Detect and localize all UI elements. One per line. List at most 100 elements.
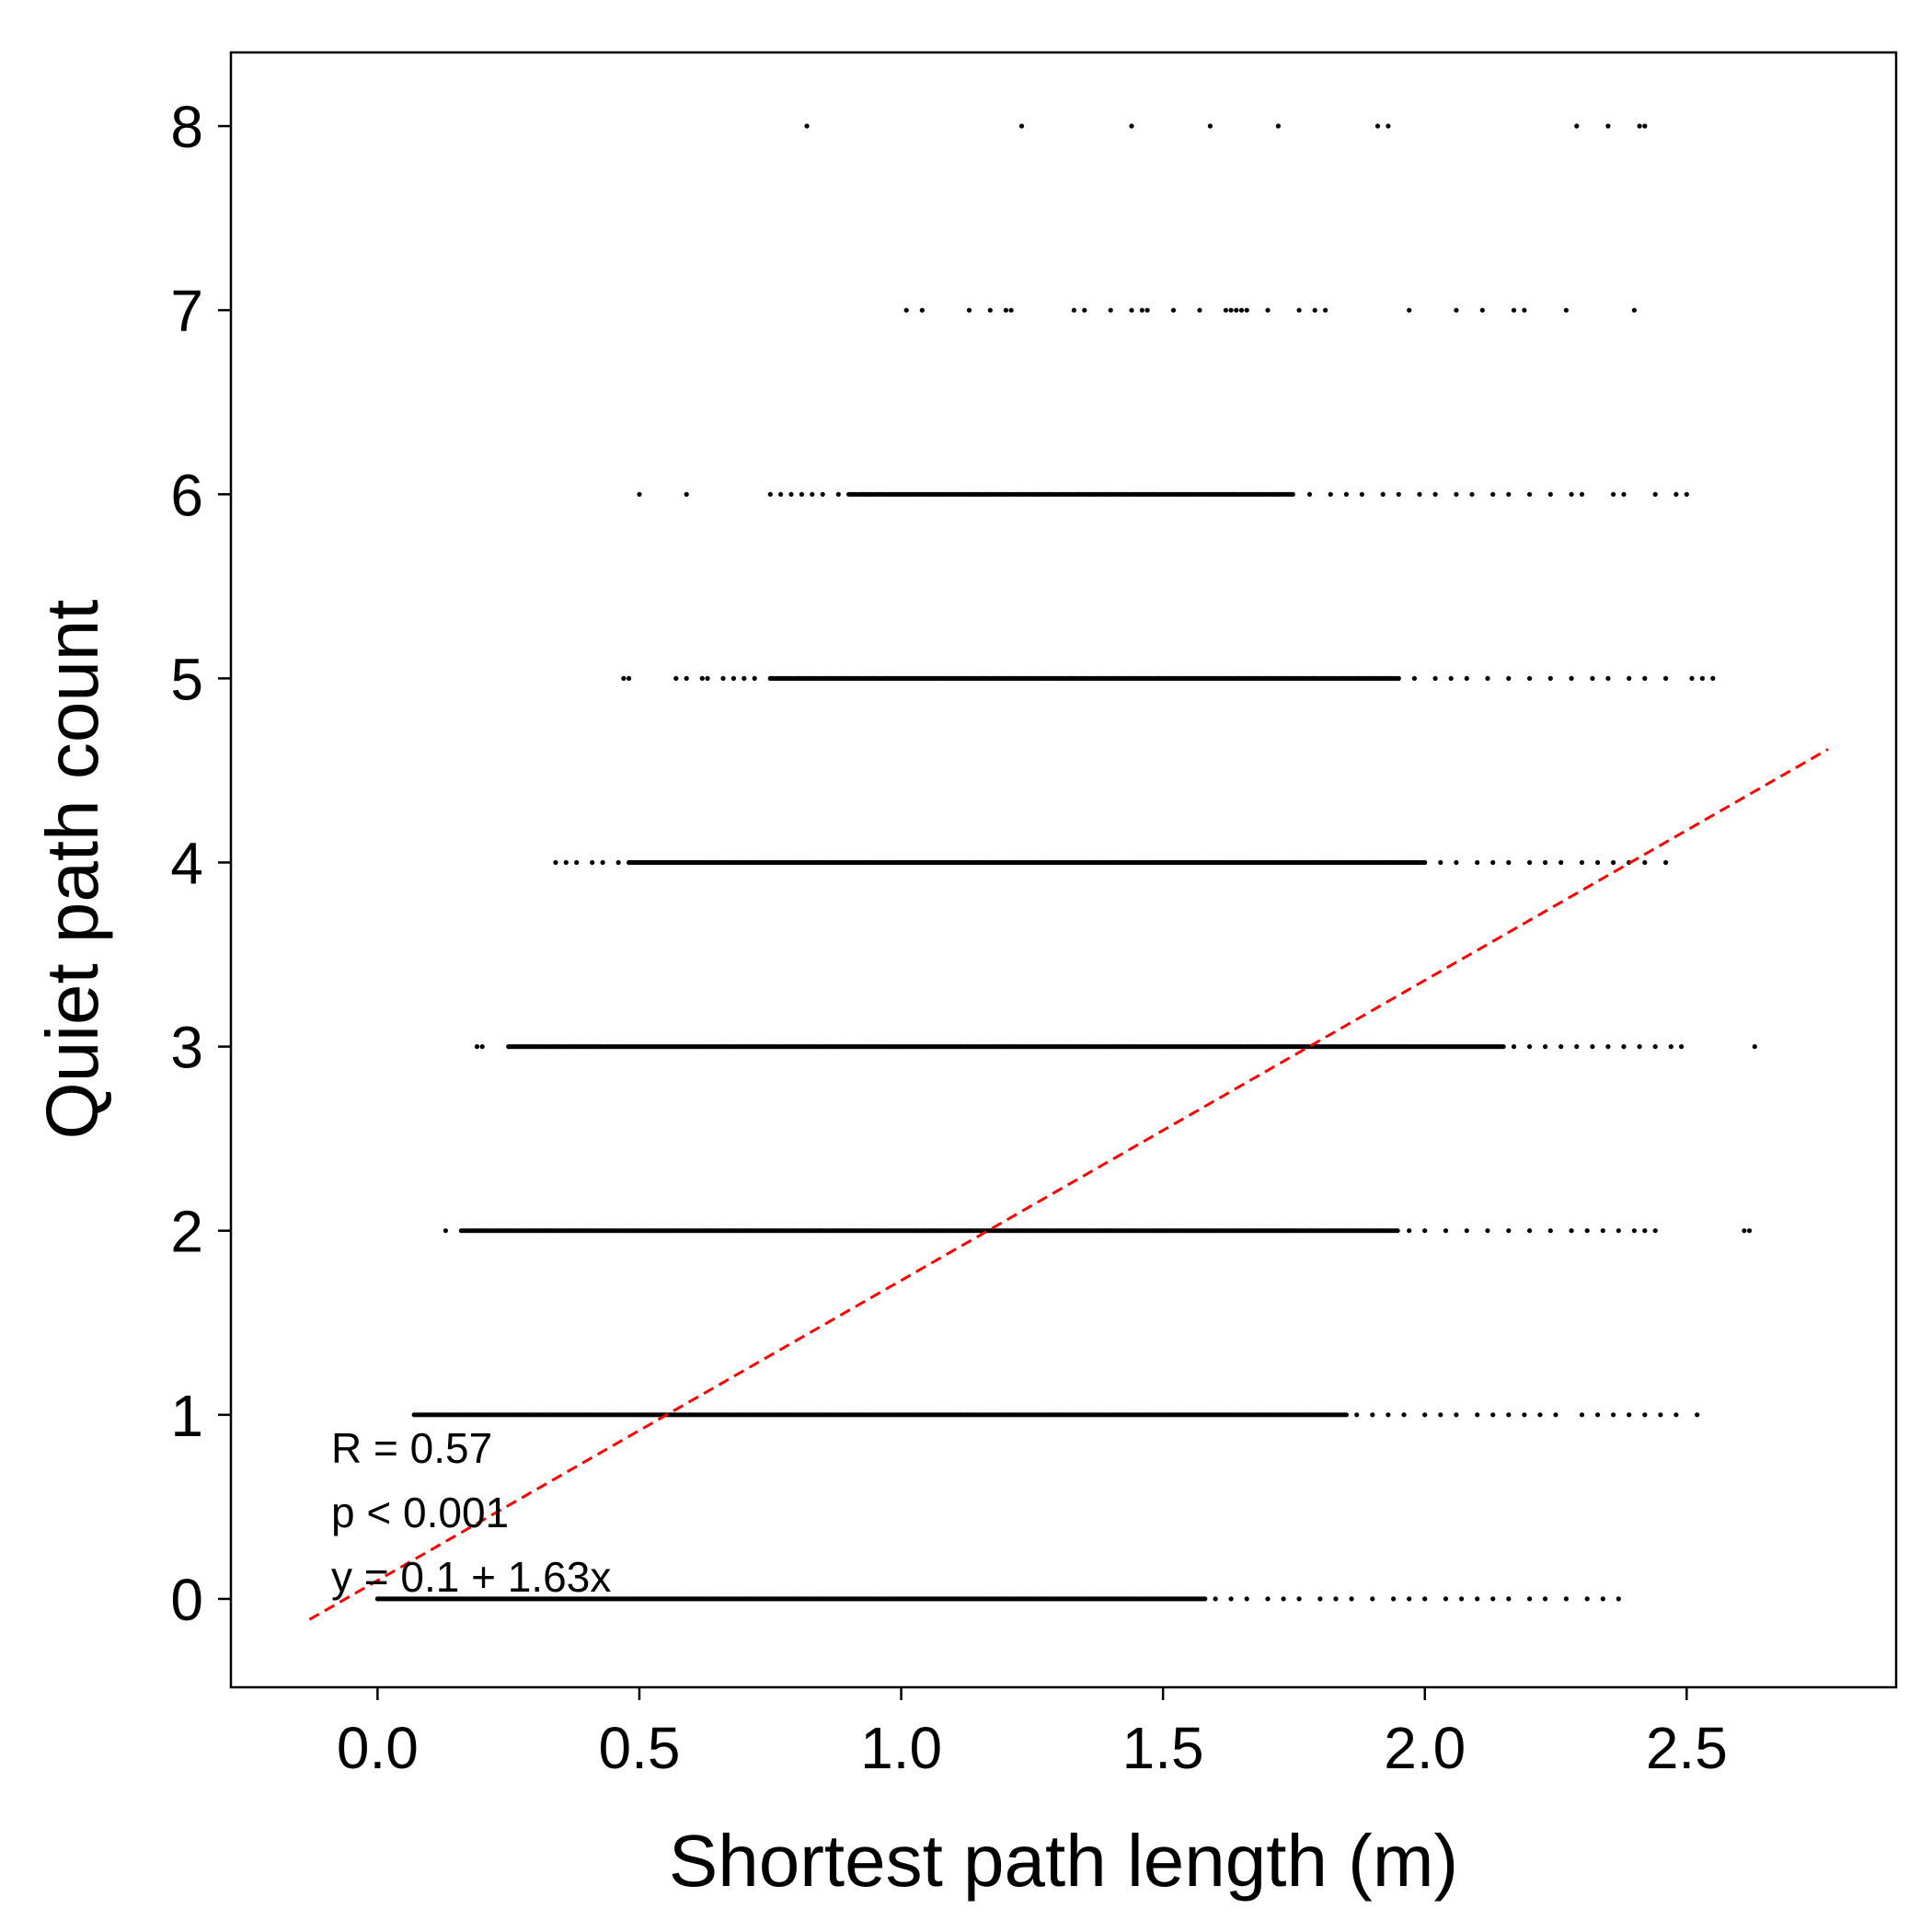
regression-fit-line: [308, 748, 1829, 1621]
data-point: [1129, 123, 1134, 129]
data-point: [1627, 675, 1632, 682]
data-point: [1600, 1228, 1605, 1234]
data-point: [1584, 1228, 1590, 1234]
data-point: [1228, 1596, 1234, 1602]
data-point: [1631, 1228, 1637, 1234]
data-point: [1485, 1228, 1490, 1234]
y-axis-ticks: 0 1 2 3 4 5 6 7 8: [170, 94, 231, 1633]
data-point: [1228, 307, 1234, 313]
data-point: [1522, 307, 1527, 313]
data-point: [705, 675, 710, 682]
data-point: [752, 675, 757, 682]
data-point: [1590, 1044, 1595, 1050]
data-point: [1139, 307, 1144, 313]
data-point: [1616, 1596, 1621, 1602]
data-point: [1642, 859, 1648, 866]
data-point: [1547, 675, 1553, 682]
data-point: [1202, 1596, 1208, 1602]
data-point: [1454, 491, 1459, 497]
data-point: [742, 675, 747, 682]
x-tick-label: 2.0: [1384, 1715, 1466, 1781]
data-point: [1296, 307, 1302, 313]
data-point: [1563, 307, 1569, 313]
data-point: [1668, 1044, 1673, 1050]
data-point: [1448, 675, 1454, 682]
data-point: [1343, 491, 1349, 497]
data-point: [1396, 675, 1401, 682]
data-point: [1312, 307, 1317, 313]
data-point: [1370, 1412, 1375, 1418]
data-point: [1558, 859, 1564, 866]
data-point: [1343, 1412, 1349, 1418]
data-point: [1396, 491, 1401, 497]
annotation-p-value: p < 0.001: [331, 1489, 509, 1536]
data-point: [1595, 859, 1601, 866]
data-point: [1144, 307, 1150, 313]
data-point: [1265, 1596, 1271, 1602]
data-point: [1621, 1044, 1627, 1050]
data-point: [1527, 1044, 1533, 1050]
data-point: [1637, 1044, 1642, 1050]
data-point: [820, 491, 825, 497]
data-point: [684, 675, 689, 682]
y-axis-label: Quiet path count: [31, 599, 113, 1139]
y-tick-label: 4: [170, 830, 203, 896]
data-point: [1652, 1228, 1658, 1234]
data-point: [788, 491, 794, 497]
data-point: [987, 307, 993, 313]
data-point: [1527, 491, 1533, 497]
data-point: [1579, 1412, 1585, 1418]
data-point: [563, 859, 569, 866]
data-point: [1244, 307, 1249, 313]
data-point: [673, 675, 679, 682]
data-point: [767, 491, 773, 497]
data-point: [1422, 1596, 1428, 1602]
data-point: [1569, 491, 1574, 497]
data-point: [1506, 1596, 1512, 1602]
x-axis-label: Shortest path length (m): [669, 1820, 1458, 1902]
data-point: [919, 307, 925, 313]
data-point: [1443, 1596, 1449, 1602]
data-point: [553, 859, 558, 866]
data-point: [799, 491, 805, 497]
data-point: [1679, 1044, 1685, 1050]
data-point: [1600, 1596, 1605, 1602]
data-point: [1008, 307, 1014, 313]
data-point: [1197, 307, 1202, 313]
data-point: [1354, 1412, 1360, 1418]
data-point: [1574, 1044, 1580, 1050]
data-point: [1411, 675, 1417, 682]
data-point: [1752, 1044, 1757, 1050]
data-point: [1328, 491, 1333, 497]
data-point: [1432, 675, 1438, 682]
data-point: [1323, 307, 1328, 313]
data-point: [835, 491, 841, 497]
data-point: [1742, 1228, 1747, 1234]
data-point: [1485, 675, 1490, 682]
data-point: [684, 491, 689, 497]
y-tick-label: 6: [170, 462, 203, 528]
x-tick-label: 2.5: [1646, 1715, 1728, 1781]
data-point: [1689, 675, 1695, 682]
data-point: [1490, 859, 1496, 866]
y-tick-label: 7: [170, 278, 203, 344]
data-point: [1003, 307, 1008, 313]
data-point: [1438, 859, 1443, 866]
data-point: [1407, 307, 1412, 313]
data-point: [1454, 859, 1459, 866]
data-point: [1490, 1596, 1496, 1602]
data-point: [1454, 307, 1459, 313]
data-point: [1547, 491, 1553, 497]
data-point: [966, 307, 972, 313]
data-point: [1506, 491, 1512, 497]
data-point: [1574, 123, 1580, 129]
data-point: [1265, 307, 1271, 313]
data-point: [1673, 1412, 1679, 1418]
data-point: [1417, 491, 1422, 497]
data-point: [1511, 1044, 1517, 1050]
data-point: [1459, 1596, 1465, 1602]
data-point: [1443, 1228, 1449, 1234]
data-point: [1108, 307, 1113, 313]
data-point: [1558, 1044, 1564, 1050]
